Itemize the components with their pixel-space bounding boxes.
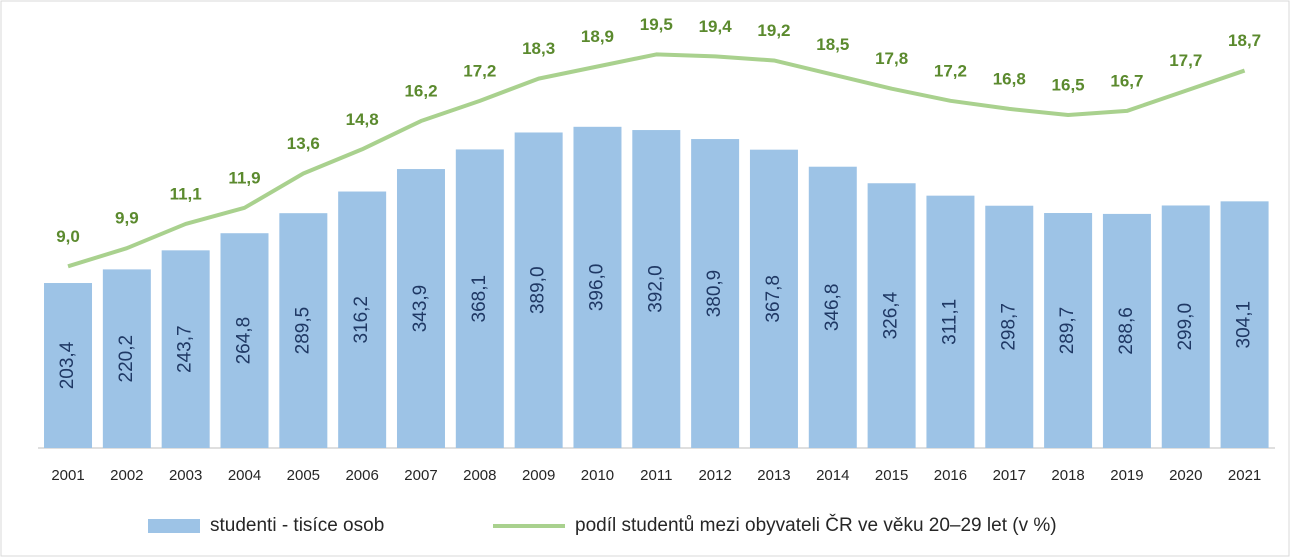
bar-value-label: 288,6 <box>1116 307 1137 355</box>
x-tick-label: 2012 <box>698 467 731 484</box>
x-tick-label: 2004 <box>228 467 261 484</box>
bar <box>1220 201 1269 448</box>
bar-value-label: 243,7 <box>175 325 196 373</box>
bar <box>808 166 857 448</box>
bar <box>1044 213 1093 448</box>
line-value-label: 11,1 <box>170 184 202 203</box>
x-tick-label: 2010 <box>581 467 614 484</box>
bar <box>279 213 328 448</box>
bar-value-label: 389,0 <box>528 266 549 314</box>
line-value-label: 16,5 <box>1052 75 1085 94</box>
bar <box>102 269 151 448</box>
legend-label: podíl studentů mezi obyvateli ČR ve věku… <box>575 514 1057 536</box>
bar-value-label: 311,1 <box>939 299 960 345</box>
bar-value-label: 367,8 <box>763 275 784 323</box>
bar-value-label: 203,4 <box>57 341 78 389</box>
bar-value-label: 289,5 <box>292 307 313 355</box>
line-value-label: 18,7 <box>1228 31 1261 50</box>
x-tick-label: 2013 <box>757 467 790 484</box>
x-tick-label: 2003 <box>169 467 202 484</box>
x-tick-label: 2015 <box>875 467 908 484</box>
x-tick-label: 2002 <box>110 467 143 484</box>
bar-value-label: 264,8 <box>234 317 255 365</box>
bar-value-label: 326,4 <box>881 291 902 339</box>
line-value-label: 19,2 <box>757 21 790 40</box>
line-value-label: 16,8 <box>993 69 1026 88</box>
line-value-label: 9,0 <box>56 227 80 246</box>
x-tick-label: 2011 <box>640 467 672 484</box>
line <box>67 52 1246 269</box>
bar-value-label: 316,2 <box>351 296 372 344</box>
x-tick-label: 2021 <box>1228 467 1261 484</box>
line-value-label: 9,9 <box>115 209 139 228</box>
line-value-label: 14,8 <box>346 110 379 129</box>
bar <box>1161 205 1210 448</box>
bar <box>44 283 93 448</box>
bar <box>749 149 798 448</box>
x-tick-label: 2019 <box>1110 467 1143 484</box>
line-value-label: 16,2 <box>404 81 437 100</box>
bar <box>691 139 740 448</box>
bar <box>926 195 975 448</box>
bar-value-label: 380,9 <box>704 270 725 318</box>
x-tick-label: 2007 <box>404 467 437 484</box>
x-tick-label: 2017 <box>993 467 1026 484</box>
bar <box>985 205 1034 448</box>
x-tick-label: 2018 <box>1051 467 1084 484</box>
bar-value-label: 298,7 <box>998 303 1019 351</box>
line-value-label: 16,7 <box>1110 71 1143 90</box>
legend-swatch <box>148 519 200 533</box>
line-value-label: 18,5 <box>816 35 849 54</box>
x-tick-label: 2008 <box>463 467 496 484</box>
line-value-label: 19,5 <box>640 15 673 34</box>
bar-value-label: 343,9 <box>410 285 431 333</box>
line-value-label: 17,2 <box>934 61 967 80</box>
x-tick-label: 2006 <box>345 467 378 484</box>
bar-value-label: 346,8 <box>822 284 843 332</box>
line-value-label: 18,3 <box>522 39 555 58</box>
x-tick-label: 2020 <box>1169 467 1202 484</box>
bar <box>632 130 681 449</box>
line-value-label: 11,9 <box>228 168 260 187</box>
bar <box>867 183 916 448</box>
bar-value-label: 220,2 <box>116 335 137 383</box>
line-value-label: 17,2 <box>463 61 496 80</box>
bar <box>514 132 563 448</box>
x-tick-label: 2009 <box>522 467 555 484</box>
bar <box>396 169 445 448</box>
bar <box>1102 213 1151 448</box>
line-value-label: 17,8 <box>875 49 908 68</box>
bar-value-label: 392,0 <box>645 265 666 313</box>
bar-value-label: 299,0 <box>1175 303 1196 351</box>
x-tick-label: 2014 <box>816 467 849 484</box>
bar <box>338 191 387 448</box>
bar-value-label: 304,1 <box>1234 301 1255 349</box>
line-value-label: 19,4 <box>699 17 733 36</box>
bar-value-label: 396,0 <box>586 264 607 312</box>
bar-value-label: 368,1 <box>469 275 490 323</box>
bar <box>161 250 210 448</box>
bar-value-label: 289,7 <box>1057 307 1078 355</box>
bar <box>573 126 622 449</box>
x-tick-label: 2001 <box>51 467 84 484</box>
bar <box>220 233 269 448</box>
legend-label: studenti - tisíce osob <box>210 515 384 536</box>
x-tick-label: 2005 <box>287 467 320 484</box>
line-value-label: 17,7 <box>1169 51 1202 70</box>
line-value-label: 13,6 <box>287 134 320 153</box>
x-tick-label: 2016 <box>934 467 967 484</box>
bar <box>455 149 504 448</box>
line-value-label: 18,9 <box>581 27 614 46</box>
